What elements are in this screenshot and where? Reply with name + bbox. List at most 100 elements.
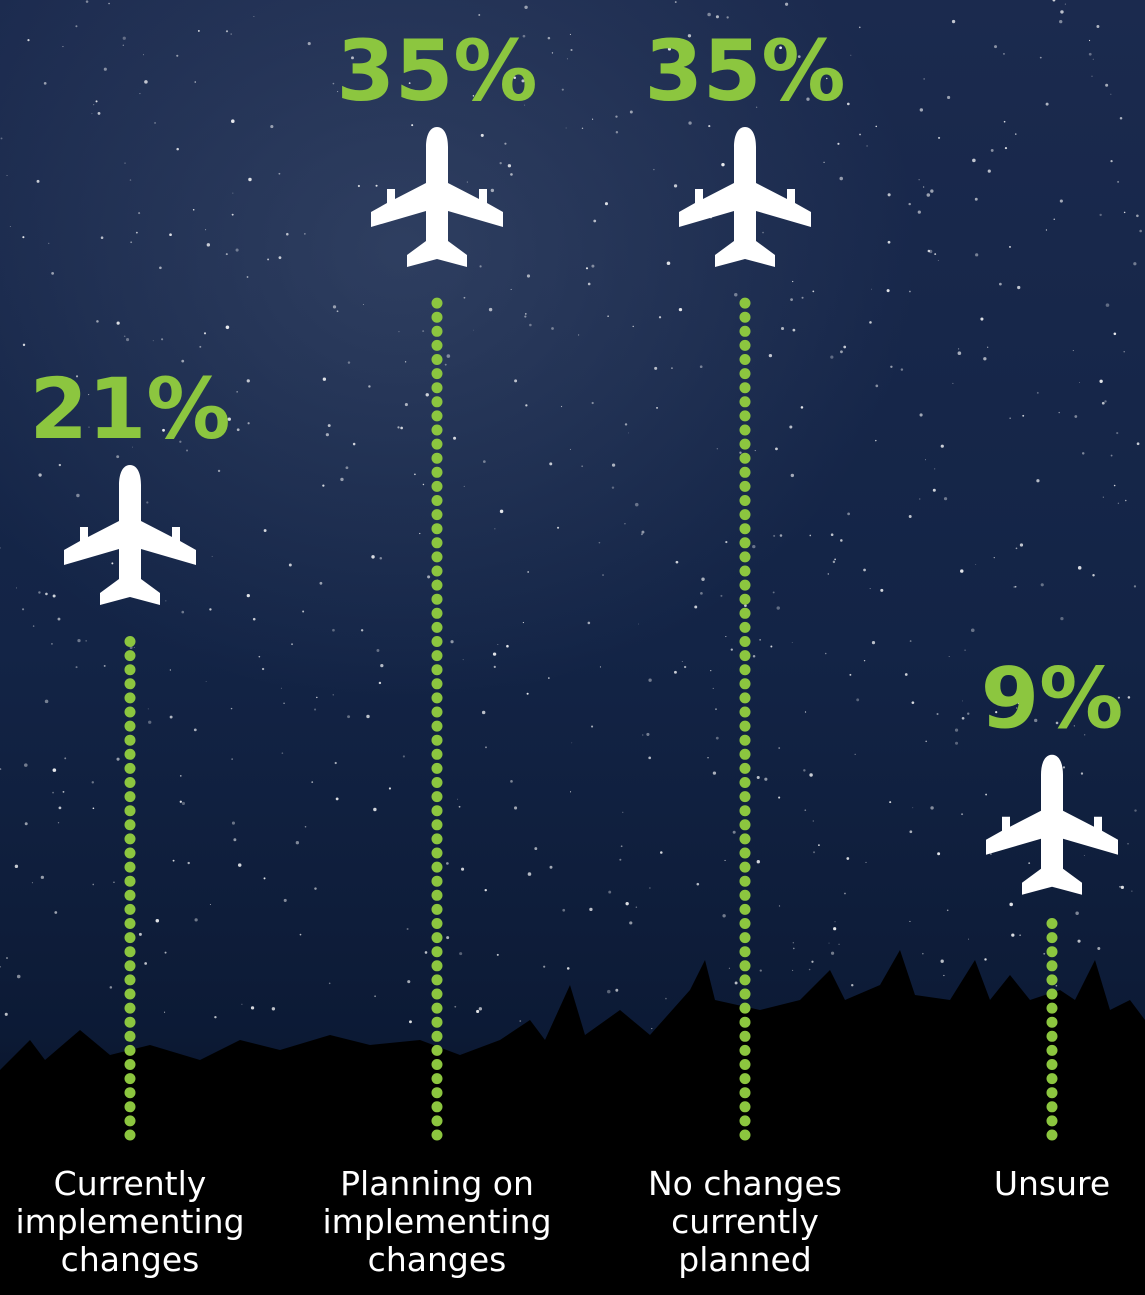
star (983, 357, 986, 360)
star (510, 173, 513, 176)
star (27, 39, 29, 41)
star (875, 385, 878, 388)
star (494, 528, 495, 529)
star (1060, 617, 1063, 620)
star (337, 310, 339, 312)
star (59, 807, 62, 810)
star (1139, 230, 1142, 233)
star (450, 640, 453, 643)
star (52, 792, 54, 794)
star (872, 641, 875, 644)
star (759, 639, 761, 641)
star (773, 591, 775, 593)
star (76, 494, 79, 497)
star (53, 768, 57, 772)
star (1099, 214, 1101, 216)
star (482, 711, 485, 714)
star (625, 423, 627, 425)
star (59, 464, 61, 466)
star (922, 953, 924, 955)
star (146, 501, 148, 503)
star (947, 96, 950, 99)
star (890, 366, 892, 368)
star (527, 693, 529, 695)
star (64, 757, 66, 759)
star (231, 758, 233, 760)
star (479, 1007, 482, 1010)
star (648, 679, 651, 682)
chart: 21%35%35%9% (0, 0, 1145, 1295)
star (226, 30, 228, 32)
star (839, 177, 843, 181)
star (314, 887, 316, 889)
star (447, 354, 451, 358)
star (422, 330, 424, 332)
star (802, 297, 804, 299)
star (1015, 133, 1016, 134)
star (198, 30, 200, 32)
star (519, 1020, 521, 1022)
star (778, 747, 780, 749)
star (1075, 912, 1078, 915)
star (764, 778, 767, 781)
star (909, 515, 912, 518)
star (1092, 574, 1094, 576)
star (96, 100, 98, 102)
star (279, 256, 282, 259)
star (607, 990, 611, 994)
star (1124, 351, 1125, 352)
star (628, 433, 629, 434)
star (491, 189, 494, 192)
star (1060, 10, 1063, 13)
star (333, 83, 335, 85)
star (839, 944, 840, 945)
star (500, 510, 503, 513)
star (688, 121, 691, 124)
star (984, 958, 986, 960)
star (446, 862, 449, 865)
star (1059, 412, 1060, 413)
star (232, 214, 234, 216)
milky-way (0, 0, 1145, 1000)
star (113, 881, 115, 883)
star (446, 936, 449, 939)
star (169, 233, 172, 236)
star (937, 852, 940, 855)
star (389, 787, 391, 789)
star (199, 346, 201, 348)
star (543, 966, 545, 968)
star (968, 939, 969, 940)
star (32, 882, 33, 883)
star (453, 437, 456, 440)
star (1011, 933, 1014, 936)
star (353, 443, 356, 446)
star (552, 52, 553, 53)
star (527, 571, 529, 573)
star (988, 170, 991, 173)
star (130, 179, 131, 180)
star (58, 618, 61, 621)
star (93, 807, 95, 809)
star (180, 801, 182, 803)
star (176, 55, 178, 57)
star (927, 193, 931, 197)
star (840, 350, 843, 353)
star (204, 332, 206, 334)
star (123, 37, 126, 40)
star (828, 573, 829, 574)
star (464, 486, 465, 487)
star (419, 533, 420, 534)
star (340, 478, 343, 481)
star (467, 181, 468, 182)
category-label: No changes currently planned (610, 1165, 880, 1279)
star (328, 424, 331, 427)
star (952, 383, 953, 384)
star (233, 838, 236, 841)
star (1089, 53, 1092, 56)
star (1036, 479, 1039, 482)
star (193, 209, 195, 211)
star (17, 975, 21, 979)
star (1040, 57, 1042, 59)
star (38, 473, 41, 476)
star (1097, 947, 1100, 950)
